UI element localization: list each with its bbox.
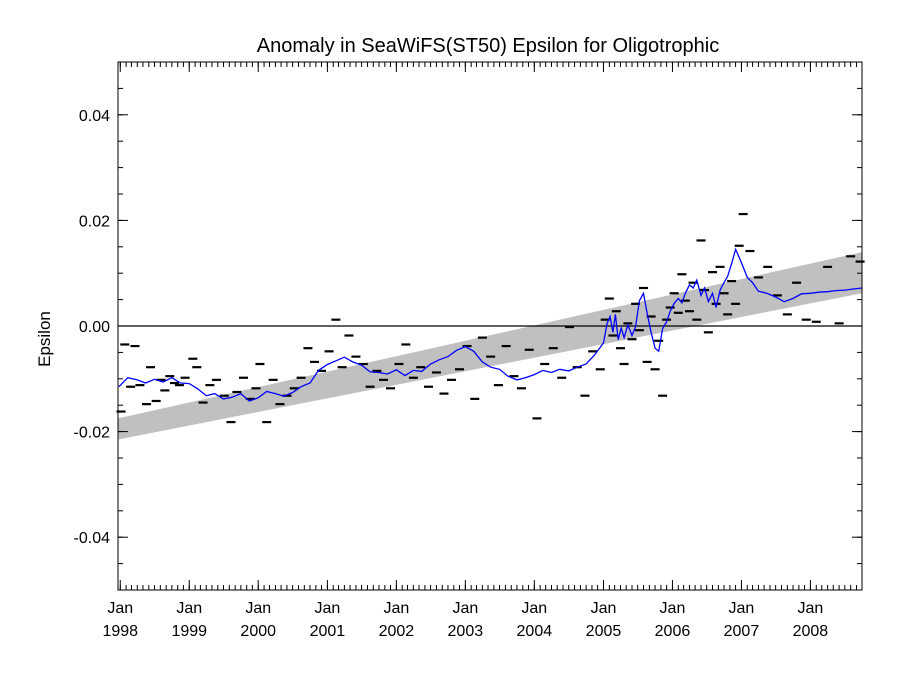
x-tick-month: Jan [521,600,547,617]
x-tick-month: Jan [729,600,755,617]
y-tick-label: -0.04 [74,530,111,547]
x-tick-year: 2006 [655,623,691,640]
y-tick-label: 0.04 [79,108,110,125]
y-tick-label: 0.00 [79,319,110,336]
x-tick-year: 2003 [448,623,484,640]
x-tick-year: 2002 [379,623,415,640]
x-tick-month: Jan [660,600,686,617]
x-tick-month: Jan [176,600,202,617]
y-tick-label: 0.02 [79,213,110,230]
scatter-markers-layer [116,212,865,424]
trend-band [118,252,862,440]
ticks-layer: 0.04 0.02 0.00 -0.02 -0.04 Jan 1998 Jan 1999 Jan 2… [74,61,862,640]
x-tick-month: Jan [383,600,409,617]
x-tick-month: Jan [452,600,478,617]
series-line [118,247,863,402]
x-tick-year: 1998 [102,623,138,640]
x-tick-month: Jan [107,600,133,617]
chart-title: Anomaly in SeaWiFS(ST50) Epsilon for Oli… [257,35,719,57]
y-tick-label: -0.02 [74,425,111,442]
blue-line-layer [118,247,863,402]
x-tick-year: 2008 [793,623,829,640]
x-tick-year: 2004 [517,623,553,640]
x-tick-year: 2000 [240,623,276,640]
x-tick-month: Jan [314,600,340,617]
x-tick-year: 2007 [724,623,760,640]
x-tick-year: 2005 [586,623,622,640]
trend-band-layer [118,252,862,440]
y-axis-label: Epsilon [35,311,54,367]
x-tick-month: Jan [591,600,617,617]
x-tick-year: 1999 [171,623,207,640]
x-tick-month: Jan [798,600,824,617]
x-tick-year: 2001 [310,623,346,640]
x-tick-month: Jan [245,600,271,617]
